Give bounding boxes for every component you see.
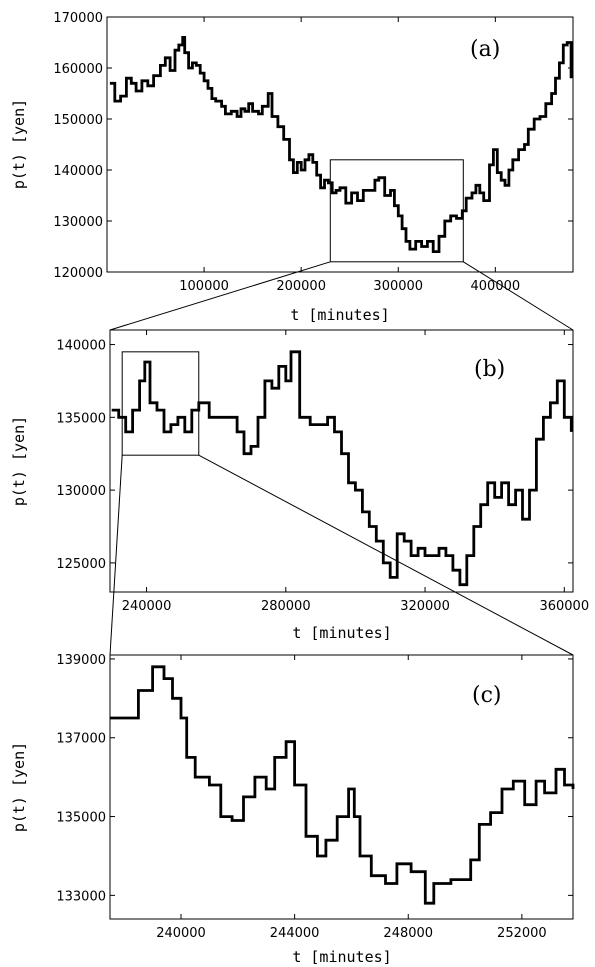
y-tick-label: 140000 [53,164,103,179]
price-series-c [110,665,575,905]
x-tick-label: 400000 [471,279,521,294]
x-tick-label: 200000 [276,279,326,294]
x-tick-label: 300000 [373,279,423,294]
x-tick-label: 244000 [270,926,320,941]
y-tick-label: 150000 [53,113,103,128]
y-axis-title-a: p(t) [yen] [10,99,28,189]
y-tick-label: 160000 [53,62,103,77]
x-tick-label: 252000 [497,926,547,941]
panel-a: 120000 130000 140000 150000 160000 170000 100… [10,11,574,324]
x-tick-label: 100000 [179,279,229,294]
y-axis-a: 120000 130000 140000 150000 160000 170000 [53,11,573,281]
x-axis-title-c: t [minutes] [292,948,391,966]
x-tick-label: 360000 [539,599,589,614]
zoom-box-a [329,159,464,263]
y-tick-label: 125000 [56,557,106,572]
price-series-a [109,36,573,253]
y-tick-label: 133000 [56,889,106,904]
zoom-box-b [121,351,200,456]
x-axis-a: 100000 200000 300000 400000 [179,17,520,294]
x-axis-title-a: t [minutes] [290,306,389,324]
y-tick-label: 140000 [56,339,106,354]
y-tick-label: 137000 [56,732,106,747]
x-tick-label: 280000 [261,599,311,614]
y-tick-label: 130000 [56,484,106,499]
plot-frame-c [109,654,574,920]
zoom-connector-left [109,455,123,656]
y-tick-label: 135000 [56,811,106,826]
y-axis-title-c: p(t) [yen] [10,742,28,832]
panel-b: 125000 130000 135000 140000 240000 280000 320… [10,329,589,642]
x-tick-label: 240000 [156,926,206,941]
zoom-connector-right [463,261,574,331]
panel-label-c: (c) [472,683,502,708]
x-axis-c: 240000 244000 248000 252000 [156,655,547,941]
plot-frame-a [106,16,574,273]
y-tick-label: 139000 [56,653,106,668]
zoom-connector-lines [109,261,574,656]
y-axis-title-b: p(t) [yen] [10,416,28,506]
y-tick-label: 135000 [56,411,106,426]
zoom-connector-left [109,261,331,331]
x-tick-label: 320000 [400,599,450,614]
y-axis-b: 125000 130000 135000 140000 [56,339,573,572]
price-series-b [111,350,573,587]
x-axis-b: 240000 280000 320000 360000 [122,330,589,614]
x-tick-label: 248000 [383,926,433,941]
y-tick-label: 120000 [53,266,103,281]
x-tick-label: 240000 [122,599,172,614]
x-axis-title-b: t [minutes] [292,624,391,642]
y-axis-c: 133000 135000 137000 139000 [56,653,573,904]
panel-label-b: (b) [474,357,505,382]
plot-frame-b [109,329,574,593]
zoom-connector-right [198,454,574,656]
panel-c: 133000 135000 137000 139000 240000 244000 248… [10,653,575,966]
y-tick-label: 130000 [53,215,103,230]
y-tick-label: 170000 [53,11,103,26]
panel-label-a: (a) [470,37,500,62]
